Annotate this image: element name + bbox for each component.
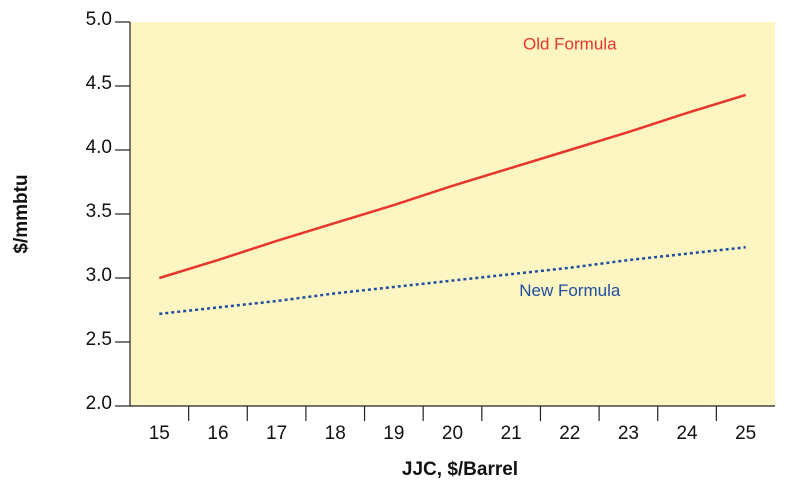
y-tick-label: 3.5 — [86, 201, 112, 222]
y-axis-label: $/mmbtu — [11, 174, 32, 253]
x-tick-label: 16 — [207, 423, 228, 444]
series-label: New Formula — [519, 281, 621, 300]
series-label: Old Formula — [523, 34, 617, 53]
y-tick-label: 3.0 — [86, 265, 112, 286]
series-line — [158, 93, 747, 280]
x-tick-label: 19 — [383, 423, 404, 444]
plot-area — [130, 22, 775, 406]
x-tick-label: 22 — [559, 423, 580, 444]
y-tick-label: 2.0 — [86, 393, 112, 414]
x-tick-label: 17 — [266, 423, 287, 444]
y-tick-label: 5.0 — [86, 9, 112, 30]
x-tick-label: 15 — [149, 423, 170, 444]
y-tick-label: 4.0 — [86, 137, 112, 158]
x-tick-label: 20 — [442, 423, 463, 444]
y-tick-label: 4.5 — [86, 73, 112, 94]
x-tick-label: 25 — [735, 423, 756, 444]
x-tick-label: 21 — [501, 423, 522, 444]
x-tick-label: 24 — [676, 423, 698, 444]
series-line — [159, 246, 746, 316]
x-tick-label: 18 — [325, 423, 346, 444]
x-axis-label: JJC, $/Barrel — [402, 459, 518, 480]
y-tick-label: 2.5 — [86, 329, 112, 350]
x-tick-label: 23 — [618, 423, 639, 444]
